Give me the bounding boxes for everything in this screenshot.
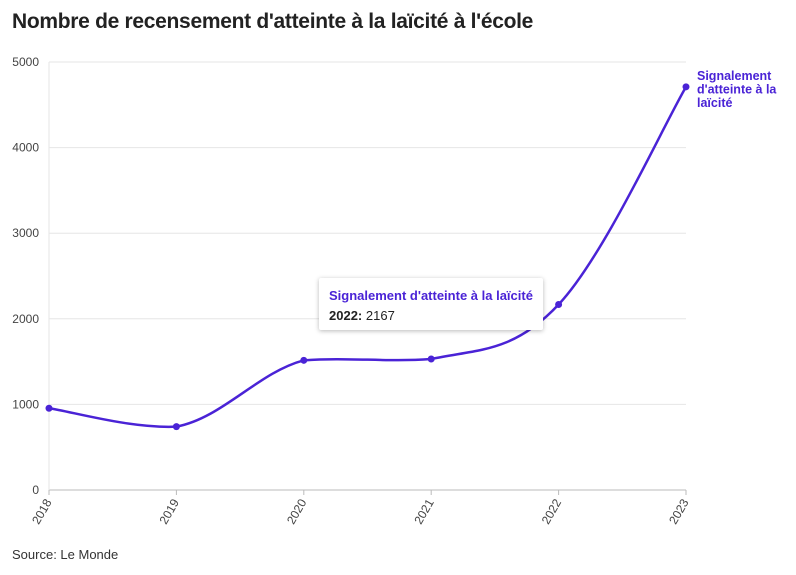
- x-tick-label: 2022: [539, 496, 565, 526]
- source-note: Source: Le Monde: [12, 547, 119, 562]
- x-tick-label: 2023: [666, 496, 692, 526]
- y-tick-label: 0: [32, 483, 39, 497]
- x-axis: 2018 2019 2020 2021 2022 2023: [29, 490, 692, 527]
- tooltip-series-name: Signalement d'atteinte à la laïcité: [329, 288, 533, 303]
- y-tick-label: 2000: [12, 312, 39, 326]
- x-tick-label: 2020: [284, 496, 310, 526]
- series-end-label-line: d'atteinte à la: [697, 82, 777, 96]
- y-axis-ticks: 0 1000 2000 3000 4000 5000: [12, 55, 39, 497]
- tooltip-year: 2022:: [329, 308, 363, 323]
- y-tick-label: 3000: [12, 226, 39, 240]
- tooltip-value-row: 2022: 2167: [329, 307, 533, 325]
- tooltip: Signalement d'atteinte à la laïcité 2022…: [319, 278, 543, 330]
- data-points: [45, 83, 690, 431]
- y-tick-label: 5000: [12, 55, 39, 69]
- data-point[interactable]: [427, 355, 435, 363]
- tooltip-value: 2167: [365, 308, 395, 323]
- chart-title: Nombre de recensement d'atteinte à la la…: [12, 10, 534, 33]
- series-line: [48, 86, 688, 429]
- x-tick-label: 2021: [411, 496, 437, 526]
- data-point[interactable]: [300, 356, 308, 364]
- data-point[interactable]: [172, 423, 180, 431]
- data-point[interactable]: [45, 404, 53, 412]
- y-tick-label: 1000: [12, 397, 39, 411]
- x-tick-label: 2018: [29, 496, 55, 526]
- series-end-label-line: laïcité: [697, 96, 732, 110]
- series-end-label-line: Signalement: [697, 69, 772, 83]
- series-end-label: Signalement d'atteinte à la laïcité: [697, 69, 777, 110]
- y-tick-label: 4000: [12, 141, 39, 155]
- x-tick-label: 2019: [157, 496, 183, 526]
- data-point[interactable]: [555, 301, 563, 309]
- data-point[interactable]: [682, 83, 690, 91]
